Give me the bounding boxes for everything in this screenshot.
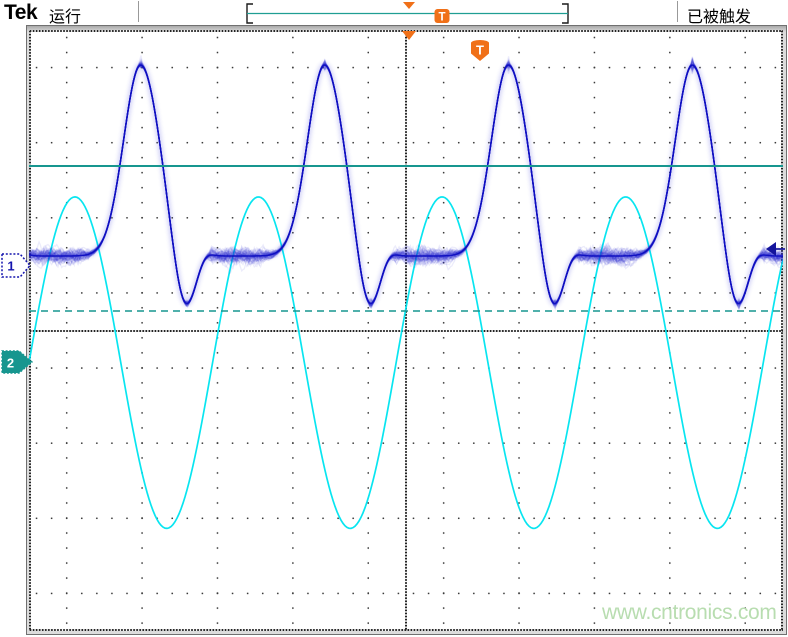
svg-text:T: T xyxy=(438,11,445,23)
svg-text:2: 2 xyxy=(7,356,14,371)
svg-text:T: T xyxy=(476,43,484,58)
svg-text:1: 1 xyxy=(7,259,14,274)
